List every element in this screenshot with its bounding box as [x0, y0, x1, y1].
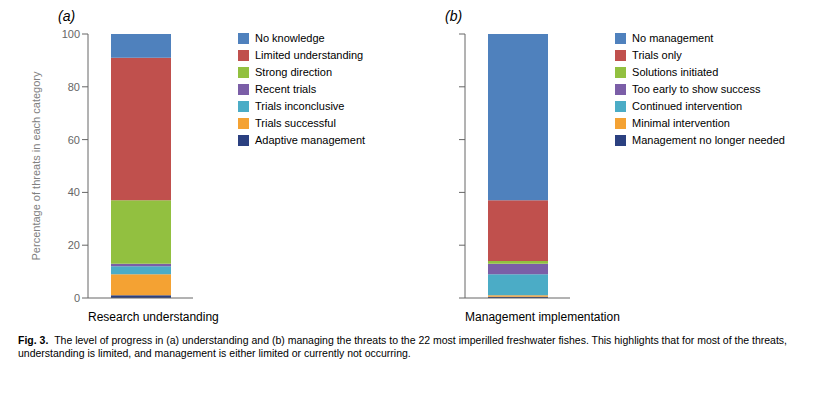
html-text:Adaptive management: Adaptive management: [255, 134, 366, 146]
svg-text:100: 100: [62, 28, 80, 40]
html-text:Too early to show success: Too early to show success: [632, 83, 761, 95]
html-text:Continued intervention: Continued intervention: [632, 100, 743, 112]
html-text:Trials inconclusive: Trials inconclusive: [255, 100, 345, 112]
html-text:Fig. 3.: Fig. 3.: [18, 334, 49, 346]
svg-text:20: 20: [68, 239, 80, 251]
html-text:Limited understanding: Limited understanding: [255, 49, 364, 61]
html-text:Management implementation: Management implementation: [465, 310, 620, 324]
html-text:Recent trials: Recent trials: [255, 83, 317, 95]
svg-text:40: 40: [68, 186, 80, 198]
html-text:(a): (a): [58, 8, 76, 24]
svg-text:0: 0: [74, 292, 80, 304]
html-text:Strong direction: Strong direction: [255, 66, 332, 78]
html-text:Trials successful: Trials successful: [255, 117, 336, 129]
html-text:Research understanding: Research understanding: [88, 310, 219, 324]
svg-text:80: 80: [68, 81, 80, 93]
html-text:No knowledge: No knowledge: [255, 32, 325, 44]
html-text:Solutions initiated: Solutions initiated: [632, 66, 719, 78]
svg-text:60: 60: [68, 134, 80, 146]
html-text:No management: No management: [632, 32, 714, 44]
html-text:(b): (b): [445, 8, 463, 24]
html-text:Minimal intervention: Minimal intervention: [632, 117, 730, 129]
html-text:Management no longer needed: Management no longer needed: [632, 134, 785, 146]
html-text:The level of progress in (a) u: The level of progress in (a) understandi…: [18, 334, 787, 359]
svg-text:Percentage of threats in each: Percentage of threats in each category: [30, 71, 42, 260]
html-text:Trials only: Trials only: [632, 49, 682, 61]
